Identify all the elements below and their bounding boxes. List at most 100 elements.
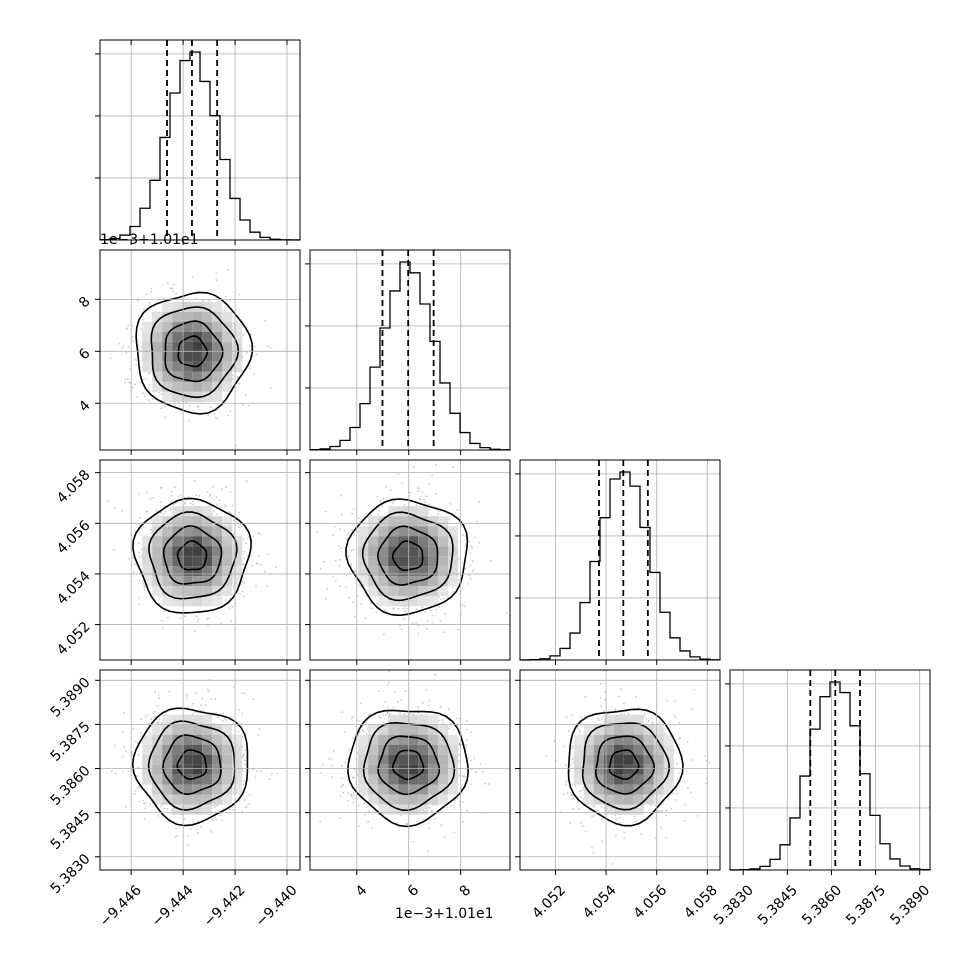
sample-point	[142, 318, 145, 321]
sample-point	[124, 377, 127, 380]
sample-point	[164, 405, 167, 408]
sample-point	[158, 391, 161, 394]
sample-point	[242, 595, 245, 598]
sample-point	[257, 532, 260, 535]
sample-point	[255, 585, 257, 588]
sample-point	[428, 807, 430, 809]
sample-point	[347, 799, 349, 802]
sample-point	[244, 749, 247, 751]
sample-point	[367, 820, 369, 823]
sample-point	[224, 718, 226, 720]
sample-point	[464, 743, 467, 746]
sample-point	[221, 719, 224, 722]
sample-point	[440, 598, 442, 600]
sample-point	[406, 823, 409, 826]
sample-point	[375, 611, 378, 614]
sample-point	[161, 626, 164, 629]
sample-point	[438, 596, 441, 599]
sample-point	[188, 420, 190, 422]
sample-point	[127, 770, 130, 772]
sample-point	[360, 603, 363, 606]
sample-point	[254, 776, 257, 779]
sample-point	[163, 807, 166, 810]
sample-point	[454, 799, 456, 802]
sample-point	[195, 494, 198, 496]
sample-point	[162, 512, 165, 515]
sample-point	[259, 563, 262, 566]
sample-point	[242, 756, 244, 759]
sample-point	[150, 718, 153, 721]
sample-point	[384, 701, 387, 704]
sample-point	[387, 706, 390, 709]
sample-point	[144, 802, 147, 804]
sample-point	[397, 607, 400, 610]
sample-point	[344, 730, 346, 733]
sample-point	[334, 559, 337, 562]
sample-point	[192, 702, 195, 705]
sample-point	[240, 526, 243, 528]
sample-point	[469, 552, 472, 555]
sample-point	[161, 620, 164, 622]
sample-point	[363, 813, 366, 816]
sample-point	[138, 785, 141, 788]
sample-point	[236, 725, 239, 727]
sample-point	[123, 381, 126, 384]
sample-point	[126, 328, 129, 331]
sample-point	[319, 820, 321, 823]
sample-point	[158, 697, 161, 699]
sample-point	[242, 754, 245, 757]
sample-point	[138, 603, 141, 606]
sample-point	[187, 844, 190, 847]
sample-point	[435, 608, 438, 611]
sample-point	[248, 793, 251, 796]
sample-point	[163, 505, 166, 508]
sample-point	[238, 526, 240, 528]
sample-point	[148, 731, 151, 733]
sample-point	[437, 513, 439, 516]
sample-point	[123, 746, 126, 748]
sample-point	[352, 776, 354, 779]
sample-point	[216, 804, 219, 807]
sample-point	[367, 713, 370, 716]
sample-point	[142, 802, 145, 804]
sample-point	[429, 609, 432, 612]
sample-point	[140, 328, 143, 331]
sample-point	[241, 692, 244, 694]
sample-point	[140, 718, 142, 721]
sample-point	[212, 510, 215, 513]
sample-point	[424, 611, 426, 613]
sample-point	[153, 710, 156, 713]
sample-point	[131, 324, 134, 327]
sample-point	[403, 712, 406, 715]
sample-point	[409, 712, 412, 715]
sample-point	[131, 386, 134, 389]
sample-point	[196, 620, 199, 623]
sample-point	[340, 494, 342, 497]
sample-point	[363, 794, 365, 797]
sample-point	[421, 701, 424, 704]
sample-point	[143, 818, 146, 820]
sample-point	[242, 563, 245, 566]
sample-point	[138, 551, 141, 554]
sample-point	[238, 293, 241, 296]
sample-point	[437, 510, 440, 513]
sample-point	[379, 502, 382, 504]
sample-point	[266, 553, 269, 555]
sample-point	[238, 382, 241, 385]
sample-point	[171, 287, 174, 290]
sample-point	[192, 503, 195, 506]
sample-point	[446, 596, 449, 599]
sample-point	[128, 381, 131, 384]
sample-point	[430, 809, 433, 812]
sample-point	[145, 533, 148, 536]
sample-point	[458, 760, 460, 763]
sample-point	[338, 545, 341, 547]
sample-point	[122, 771, 125, 774]
sample-point	[246, 805, 249, 808]
sample-point	[208, 690, 210, 692]
sample-point	[341, 513, 343, 516]
sample-point	[242, 334, 245, 336]
sample-point	[451, 586, 454, 589]
sample-point	[431, 621, 434, 624]
sample-point	[417, 487, 420, 489]
